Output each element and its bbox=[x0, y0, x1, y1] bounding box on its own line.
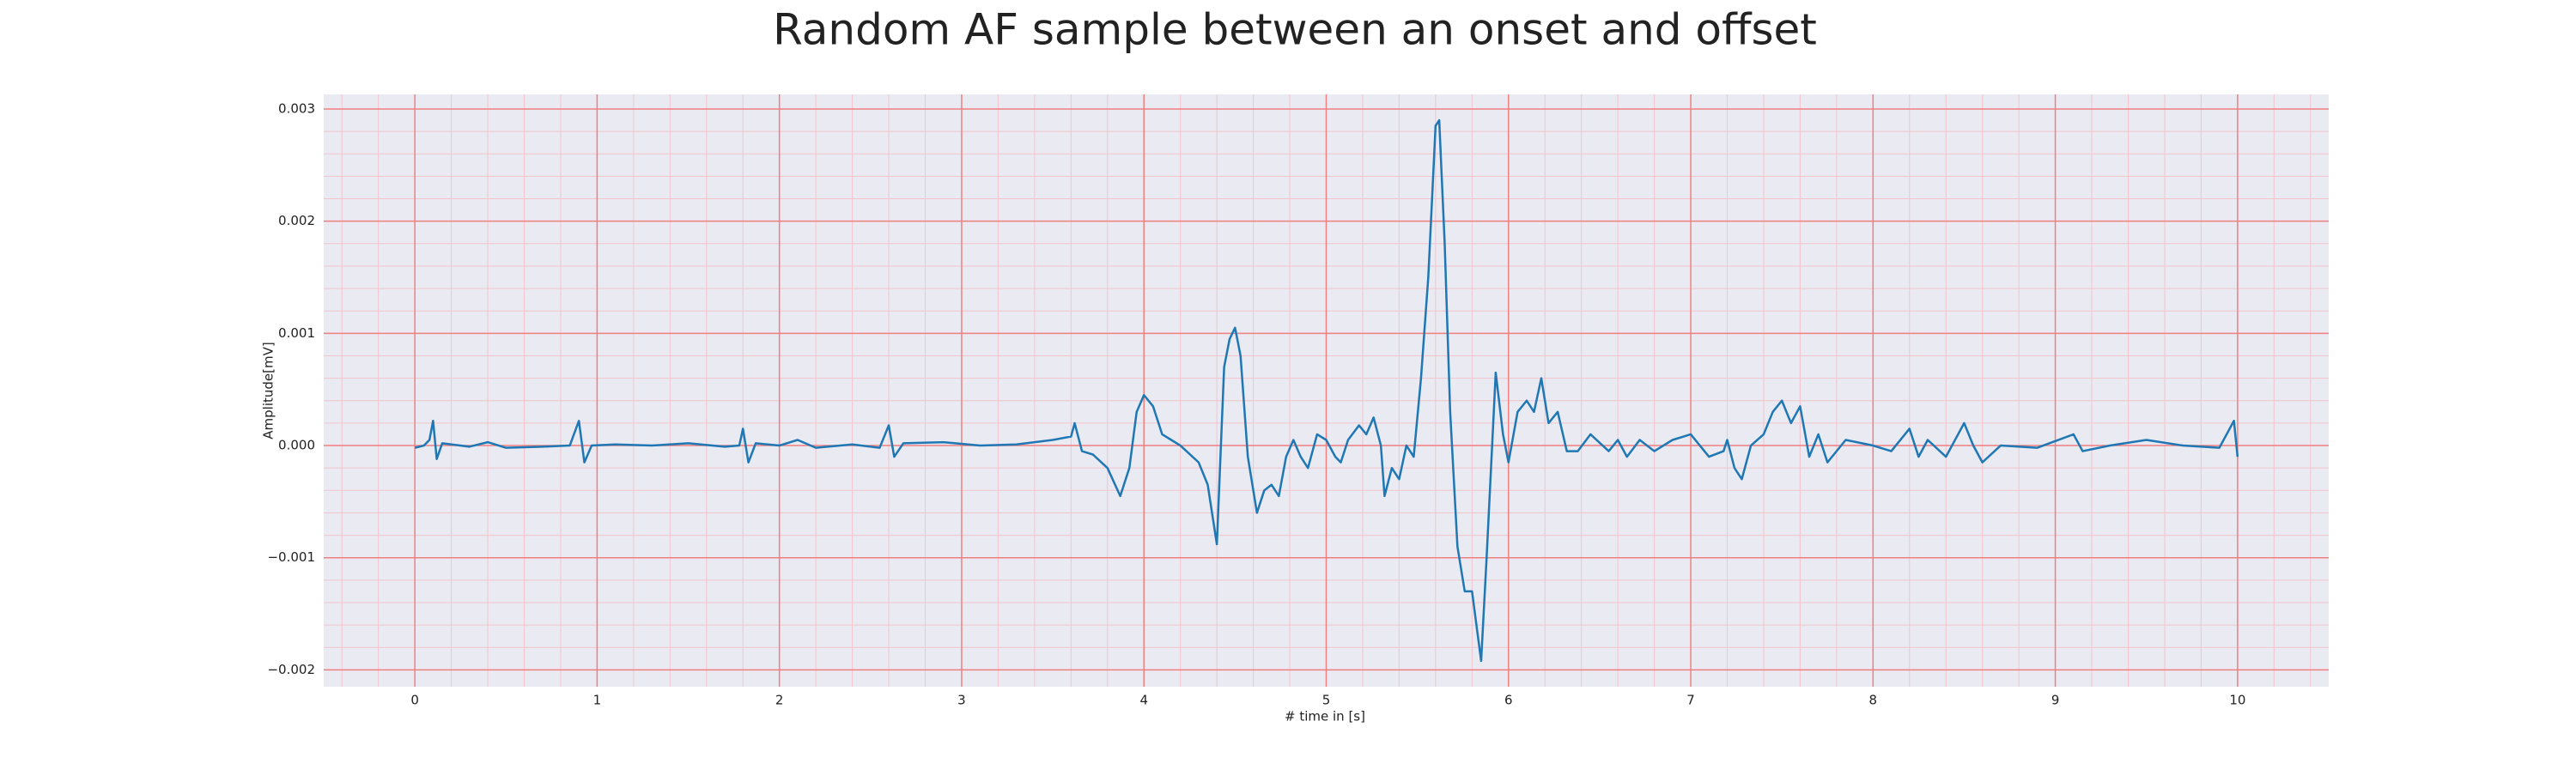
y-tick-label: 0.001 bbox=[278, 325, 315, 341]
x-tick-label: 5 bbox=[1322, 693, 1331, 708]
x-tick-label: 1 bbox=[593, 693, 602, 708]
x-tick-label: 2 bbox=[775, 693, 784, 708]
x-tick-label: 8 bbox=[1869, 693, 1878, 708]
y-axis-label: Amplitude[mV] bbox=[261, 342, 276, 439]
x-tick-label: 4 bbox=[1139, 693, 1148, 708]
y-tick-label: 0.002 bbox=[278, 213, 315, 228]
y-tick-label: −0.001 bbox=[267, 549, 315, 565]
x-tick-label: 10 bbox=[2229, 693, 2245, 708]
x-axis-label: # time in [s] bbox=[1285, 709, 1365, 724]
x-tick-label: 9 bbox=[2051, 693, 2060, 708]
y-tick-label: 0.003 bbox=[278, 100, 315, 116]
x-tick-label: 6 bbox=[1504, 693, 1513, 708]
chart-title: Random AF sample between an onset and of… bbox=[773, 5, 1817, 55]
y-tick-label: −0.002 bbox=[267, 662, 315, 677]
x-tick-label: 7 bbox=[1686, 693, 1695, 708]
y-tick-label: 0.000 bbox=[278, 438, 315, 453]
x-tick-label: 0 bbox=[410, 693, 419, 708]
data-line bbox=[414, 118, 2239, 663]
x-tick-label: 3 bbox=[957, 693, 966, 708]
